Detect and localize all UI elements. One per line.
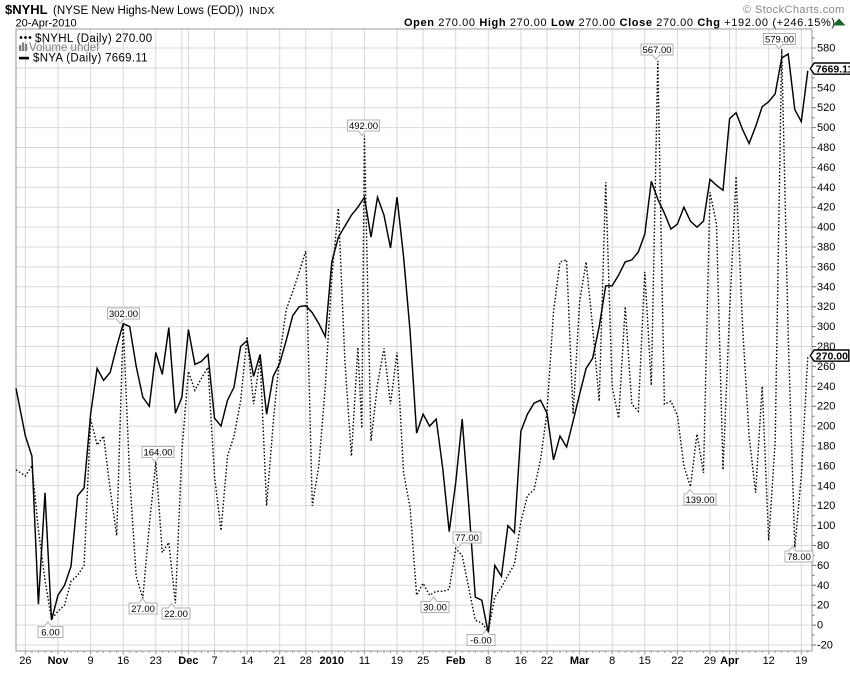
- svg-text:Open 270.00 High 270.00 Low 27: Open 270.00 High 270.00 Low 270.00 Close…: [404, 17, 836, 29]
- svg-text:7669.11: 7669.11: [816, 63, 850, 75]
- svg-text:400: 400: [817, 222, 835, 234]
- svg-text:25: 25: [417, 655, 429, 667]
- svg-text:19: 19: [795, 655, 807, 667]
- svg-text:579.00: 579.00: [765, 34, 794, 45]
- svg-text:8: 8: [485, 655, 491, 667]
- svg-text:440: 440: [817, 182, 835, 194]
- svg-text:9: 9: [88, 655, 94, 667]
- svg-text:360: 360: [817, 261, 835, 273]
- svg-text:22: 22: [541, 655, 553, 667]
- svg-text:300: 300: [817, 321, 835, 333]
- svg-text:26: 26: [19, 655, 31, 667]
- svg-text:Nov: Nov: [48, 655, 70, 667]
- svg-text:100: 100: [817, 520, 835, 532]
- svg-text:80: 80: [817, 540, 829, 552]
- svg-text:15: 15: [639, 655, 651, 667]
- svg-text:30.00: 30.00: [423, 602, 447, 613]
- svg-text:540: 540: [817, 82, 835, 94]
- svg-text:220: 220: [817, 401, 835, 413]
- svg-text:164.00: 164.00: [143, 447, 172, 458]
- svg-text:$NYA (Daily) 7669.11: $NYA (Daily) 7669.11: [33, 53, 148, 65]
- svg-text:140: 140: [817, 480, 835, 492]
- svg-text:14: 14: [241, 655, 253, 667]
- svg-text:(NYSE New Highs-New Lows (EOD): (NYSE New Highs-New Lows (EOD)): [53, 5, 244, 17]
- svg-text:0: 0: [817, 620, 823, 632]
- svg-text:23: 23: [150, 655, 162, 667]
- svg-text:22: 22: [671, 655, 683, 667]
- svg-text:460: 460: [817, 162, 835, 174]
- svg-text:21: 21: [274, 655, 286, 667]
- svg-text:$NYHL (Daily) 270.00: $NYHL (Daily) 270.00: [35, 33, 152, 45]
- svg-text:492.00: 492.00: [349, 121, 378, 132]
- svg-text:19: 19: [391, 655, 403, 667]
- svg-text:120: 120: [817, 500, 835, 512]
- svg-text:77.00: 77.00: [455, 533, 479, 544]
- svg-text:7: 7: [211, 655, 217, 667]
- svg-text:380: 380: [817, 242, 835, 254]
- svg-text:160: 160: [817, 460, 835, 472]
- svg-text:12: 12: [763, 655, 775, 667]
- svg-text:78.00: 78.00: [787, 552, 811, 563]
- svg-text:28: 28: [300, 655, 312, 667]
- svg-text:20-Apr-2010: 20-Apr-2010: [16, 17, 77, 29]
- svg-text:27.00: 27.00: [131, 604, 155, 615]
- svg-text:40: 40: [817, 580, 829, 592]
- svg-text:Dec: Dec: [178, 655, 198, 667]
- svg-text:320: 320: [817, 301, 835, 313]
- svg-text:Feb: Feb: [446, 655, 466, 667]
- svg-text:567.00: 567.00: [642, 45, 671, 56]
- svg-text:2010: 2010: [320, 655, 344, 667]
- svg-text:-20: -20: [817, 640, 833, 652]
- svg-text:11: 11: [359, 655, 370, 667]
- svg-text:240: 240: [817, 381, 835, 393]
- svg-text:200: 200: [817, 421, 835, 433]
- svg-text:60: 60: [817, 560, 829, 572]
- svg-text:29: 29: [704, 655, 716, 667]
- svg-text:340: 340: [817, 281, 835, 293]
- svg-text:$NYHL: $NYHL: [5, 2, 48, 17]
- svg-text:INDX: INDX: [249, 6, 275, 17]
- svg-text:260: 260: [817, 361, 835, 373]
- svg-text:20: 20: [817, 600, 829, 612]
- svg-text:500: 500: [817, 122, 835, 134]
- svg-text:480: 480: [817, 142, 835, 154]
- svg-text:270.00: 270.00: [816, 350, 848, 362]
- svg-text:© StockCharts.com: © StockCharts.com: [743, 4, 845, 16]
- svg-text:16: 16: [515, 655, 527, 667]
- svg-text:16: 16: [117, 655, 129, 667]
- svg-text:139.00: 139.00: [685, 495, 714, 506]
- svg-text:6.00: 6.00: [41, 627, 60, 638]
- svg-text:420: 420: [817, 202, 835, 214]
- svg-text:580: 580: [817, 43, 835, 55]
- svg-text:22.00: 22.00: [164, 609, 188, 620]
- svg-text:8: 8: [609, 655, 615, 667]
- svg-text:-6.00: -6.00: [470, 635, 492, 646]
- svg-text:Volume undef: Volume undef: [29, 42, 100, 54]
- svg-text:520: 520: [817, 102, 835, 114]
- svg-text:Apr: Apr: [720, 655, 740, 667]
- svg-text:302.00: 302.00: [109, 309, 138, 320]
- svg-text:Mar: Mar: [570, 655, 590, 667]
- svg-text:180: 180: [817, 441, 835, 453]
